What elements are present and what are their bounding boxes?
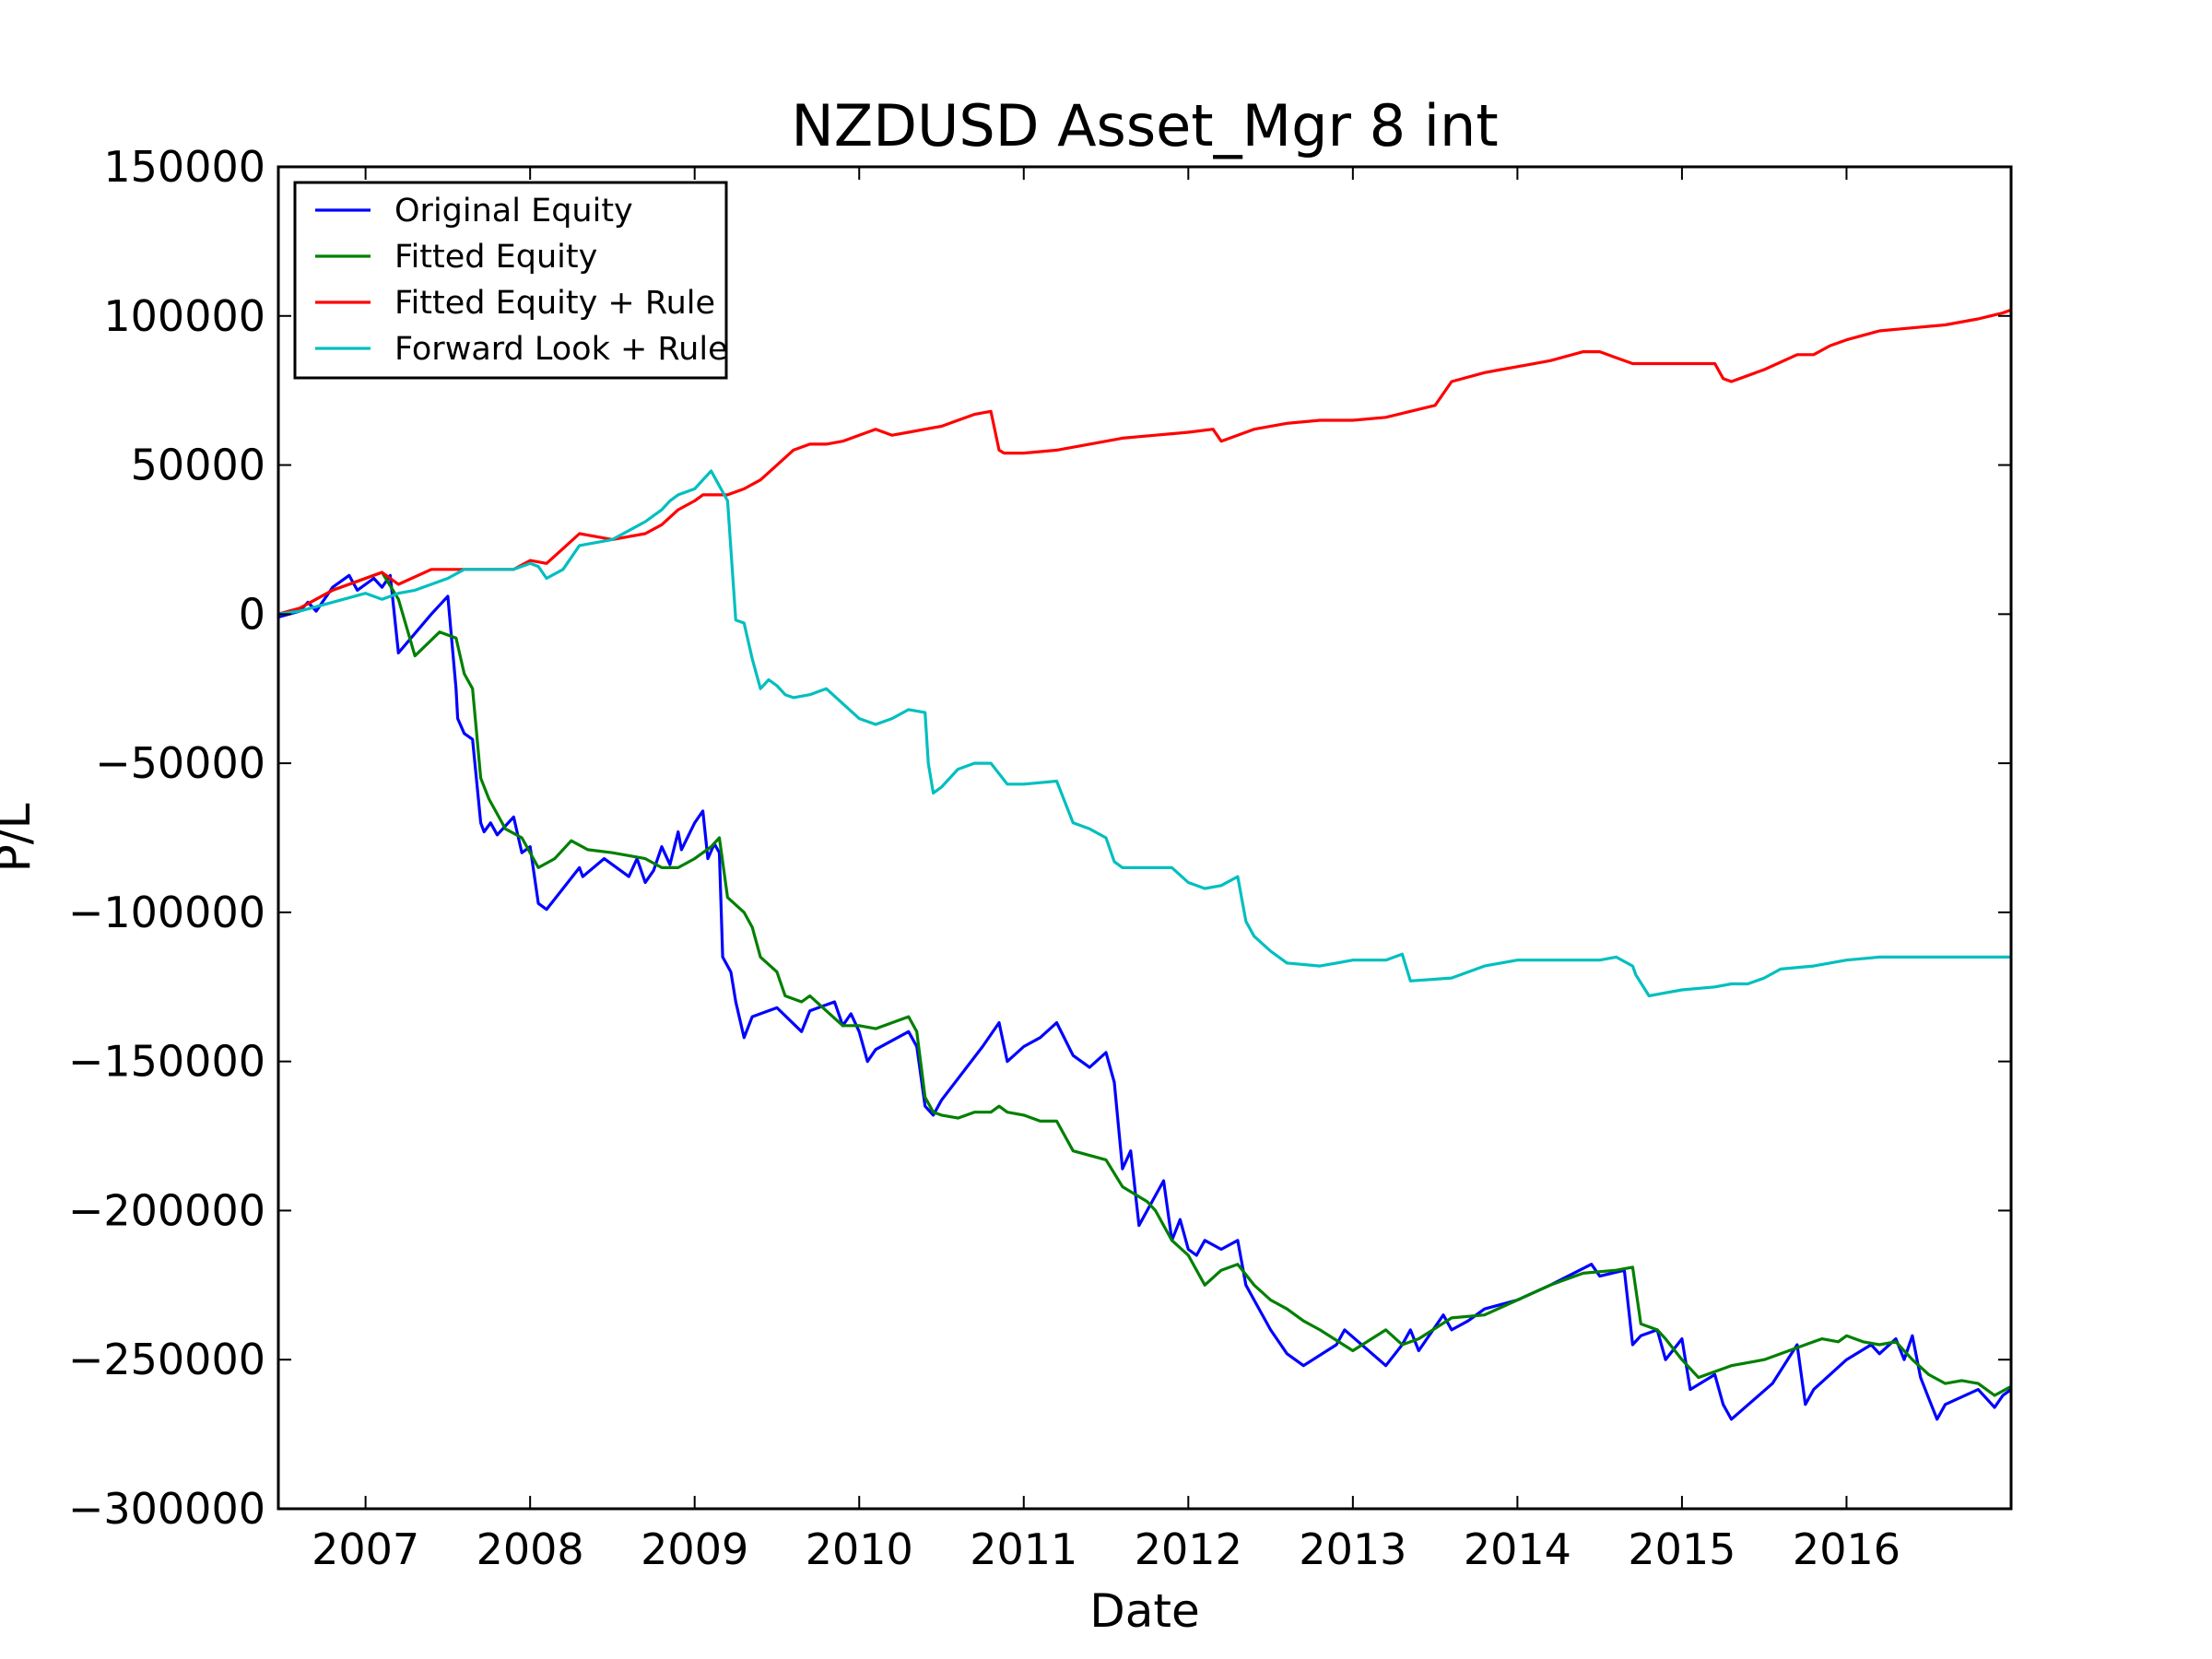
x-tick-label: 2016 — [1793, 1524, 1900, 1574]
x-tick-label: 2009 — [641, 1524, 748, 1574]
series-line-original-equity — [278, 573, 2011, 1421]
plot-frame — [276, 165, 2013, 1511]
chart-title: NZDUSD Asset_Mgr 8 int — [791, 92, 1498, 159]
legend-box — [293, 181, 728, 380]
y-tick-label: −300000 — [68, 1484, 265, 1534]
x-tick-label: 2011 — [970, 1524, 1077, 1574]
y-tick-label: −250000 — [68, 1335, 265, 1384]
series-line-forward-look-rule — [278, 469, 2011, 998]
series-line-fitted-equity-rule — [278, 308, 2011, 616]
y-tick-label: 50000 — [131, 441, 265, 490]
series-line-fitted-equity — [278, 571, 2011, 1397]
y-axis-label: P/L — [0, 803, 41, 872]
x-tick-label: 2013 — [1299, 1524, 1406, 1574]
ticks-layer: 2007 2008 2009 2010 2011 2012 2013 2014 2015 2016… — [68, 142, 2011, 1574]
series-layer — [278, 308, 2011, 1421]
y-tick-label: 150000 — [103, 142, 265, 192]
y-tick-label: 0 — [239, 589, 265, 639]
legend-label: Fitted Equity + Rule — [394, 285, 715, 322]
x-tick-label: 2015 — [1628, 1524, 1735, 1574]
x-axis-label: Date — [1089, 1584, 1200, 1638]
legend-label: Original Equity — [394, 193, 633, 229]
y-tick-label: −100000 — [68, 888, 265, 937]
legend-label: Forward Look + Rule — [394, 331, 728, 368]
x-tick-label: 2008 — [477, 1524, 584, 1574]
y-tick-label: −200000 — [68, 1185, 265, 1235]
y-tick-label: −50000 — [95, 738, 265, 788]
x-tick-label: 2014 — [1464, 1524, 1571, 1574]
x-tick-label: 2012 — [1135, 1524, 1242, 1574]
y-tick-label: −150000 — [68, 1037, 265, 1087]
y-tick-label: 100000 — [103, 291, 265, 341]
legend: Original Equity Fitted Equity Fitted Equit… — [293, 181, 728, 380]
x-tick-label: 2007 — [312, 1524, 419, 1574]
x-tick-label: 2010 — [806, 1524, 913, 1574]
legend-label: Fitted Equity — [394, 239, 597, 276]
